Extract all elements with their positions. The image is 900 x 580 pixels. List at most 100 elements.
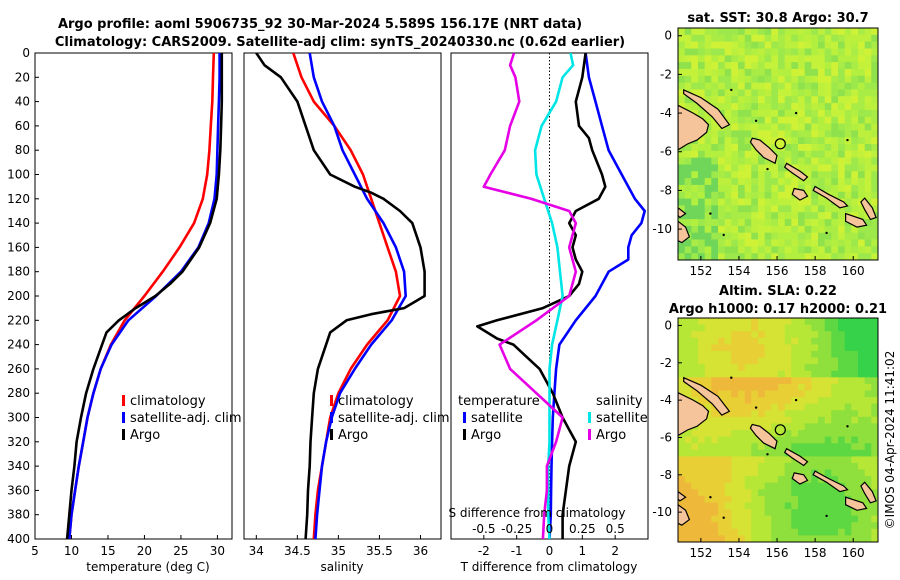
field-cell bbox=[851, 370, 859, 378]
field-cell bbox=[864, 324, 872, 332]
field-cell bbox=[684, 324, 692, 332]
field-cell bbox=[871, 239, 878, 247]
field-cell bbox=[738, 103, 746, 111]
field-cell bbox=[731, 28, 739, 36]
field-cell bbox=[704, 225, 712, 234]
x-tick-1: 1 bbox=[578, 544, 586, 558]
field-cell bbox=[778, 225, 786, 234]
field-cell bbox=[704, 344, 712, 352]
field-cell bbox=[798, 28, 806, 36]
field-cell bbox=[698, 232, 706, 241]
field-cell bbox=[864, 75, 872, 84]
x-tick-2: 2 bbox=[611, 544, 619, 558]
field-cell bbox=[731, 205, 739, 213]
field-cell bbox=[784, 443, 792, 451]
field-cell bbox=[691, 331, 699, 339]
field-cell bbox=[798, 82, 806, 90]
temperature-panel: 0204060801001201401601802002202402602803… bbox=[7, 46, 455, 574]
field-cell bbox=[804, 212, 812, 220]
field-cell bbox=[811, 198, 819, 206]
field-cell bbox=[704, 318, 712, 326]
field-cell bbox=[838, 423, 846, 431]
field-cell bbox=[784, 75, 792, 84]
field-cell bbox=[798, 55, 806, 63]
field-cell bbox=[744, 443, 752, 451]
field-cell bbox=[871, 253, 878, 260]
field-cell bbox=[718, 456, 726, 464]
field-cell bbox=[811, 449, 819, 457]
field-cell bbox=[838, 528, 846, 536]
field-cell bbox=[844, 489, 852, 497]
temperature-axes-box bbox=[34, 52, 233, 540]
legend-title-temperature: temperature bbox=[458, 394, 540, 409]
field-cell bbox=[858, 96, 866, 104]
field-cell bbox=[838, 357, 846, 365]
field-cell bbox=[871, 48, 878, 56]
field-cell bbox=[818, 456, 826, 464]
field-cell bbox=[831, 89, 839, 97]
field-cell bbox=[731, 123, 739, 131]
field-cell bbox=[811, 377, 819, 385]
sla-map-title-1: Altim. SLA: 0.22 bbox=[719, 284, 837, 299]
field-cell bbox=[804, 232, 812, 241]
field-cell bbox=[691, 430, 699, 438]
field-cell bbox=[791, 178, 799, 186]
field-cell bbox=[738, 535, 746, 542]
field-cell bbox=[764, 116, 772, 125]
depth-tick-380: 380 bbox=[7, 508, 30, 522]
x-tick-35.5: 35.5 bbox=[366, 544, 393, 558]
field-cell bbox=[718, 331, 726, 339]
field-cell bbox=[778, 253, 786, 260]
field-cell bbox=[864, 116, 872, 125]
field-cell bbox=[871, 130, 878, 138]
field-cell bbox=[798, 482, 806, 490]
field-cell bbox=[684, 462, 692, 471]
title-line-1: Argo profile: aoml 5906735_92 30-Mar-202… bbox=[58, 17, 582, 32]
legend-label: Argo bbox=[130, 428, 160, 443]
field-cell bbox=[704, 28, 712, 36]
field-cell bbox=[824, 96, 832, 104]
field-cell bbox=[824, 75, 832, 84]
depth-tick-180: 180 bbox=[7, 265, 30, 279]
field-cell bbox=[764, 41, 772, 49]
field-cell bbox=[804, 109, 812, 118]
field-cell bbox=[691, 212, 699, 220]
field-cell bbox=[824, 449, 832, 457]
field-cell bbox=[731, 198, 739, 206]
field-cell bbox=[824, 157, 832, 165]
field-cell bbox=[824, 390, 832, 398]
field-cell bbox=[818, 502, 826, 510]
field-cell bbox=[778, 449, 786, 457]
field-cell bbox=[771, 184, 779, 193]
field-cell bbox=[731, 144, 739, 152]
field-cell bbox=[778, 239, 786, 247]
field-cell bbox=[718, 82, 726, 90]
field-cell bbox=[691, 103, 699, 111]
field-cell bbox=[718, 28, 726, 36]
field-cell bbox=[684, 482, 692, 490]
field-cell bbox=[858, 331, 866, 339]
field-cell bbox=[871, 225, 878, 234]
field-cell bbox=[758, 191, 766, 200]
field-cell bbox=[798, 462, 806, 471]
field-cell bbox=[798, 253, 806, 260]
field-cell bbox=[858, 509, 866, 517]
field-cell bbox=[778, 337, 786, 345]
field-cell bbox=[718, 178, 726, 186]
field-cell bbox=[764, 68, 772, 77]
field-cell bbox=[758, 535, 766, 542]
field-cell bbox=[831, 476, 839, 484]
field-cell bbox=[698, 443, 706, 451]
field-cell bbox=[798, 350, 806, 359]
field-cell bbox=[871, 350, 878, 359]
field-cell bbox=[704, 144, 712, 152]
field-cell bbox=[724, 456, 732, 464]
field-cell bbox=[784, 423, 792, 431]
field-cell bbox=[864, 370, 872, 378]
field-cell bbox=[798, 184, 806, 193]
field-cell bbox=[718, 495, 726, 504]
field-cell bbox=[844, 130, 852, 138]
field-cell bbox=[838, 205, 846, 213]
field-cell bbox=[838, 495, 846, 504]
